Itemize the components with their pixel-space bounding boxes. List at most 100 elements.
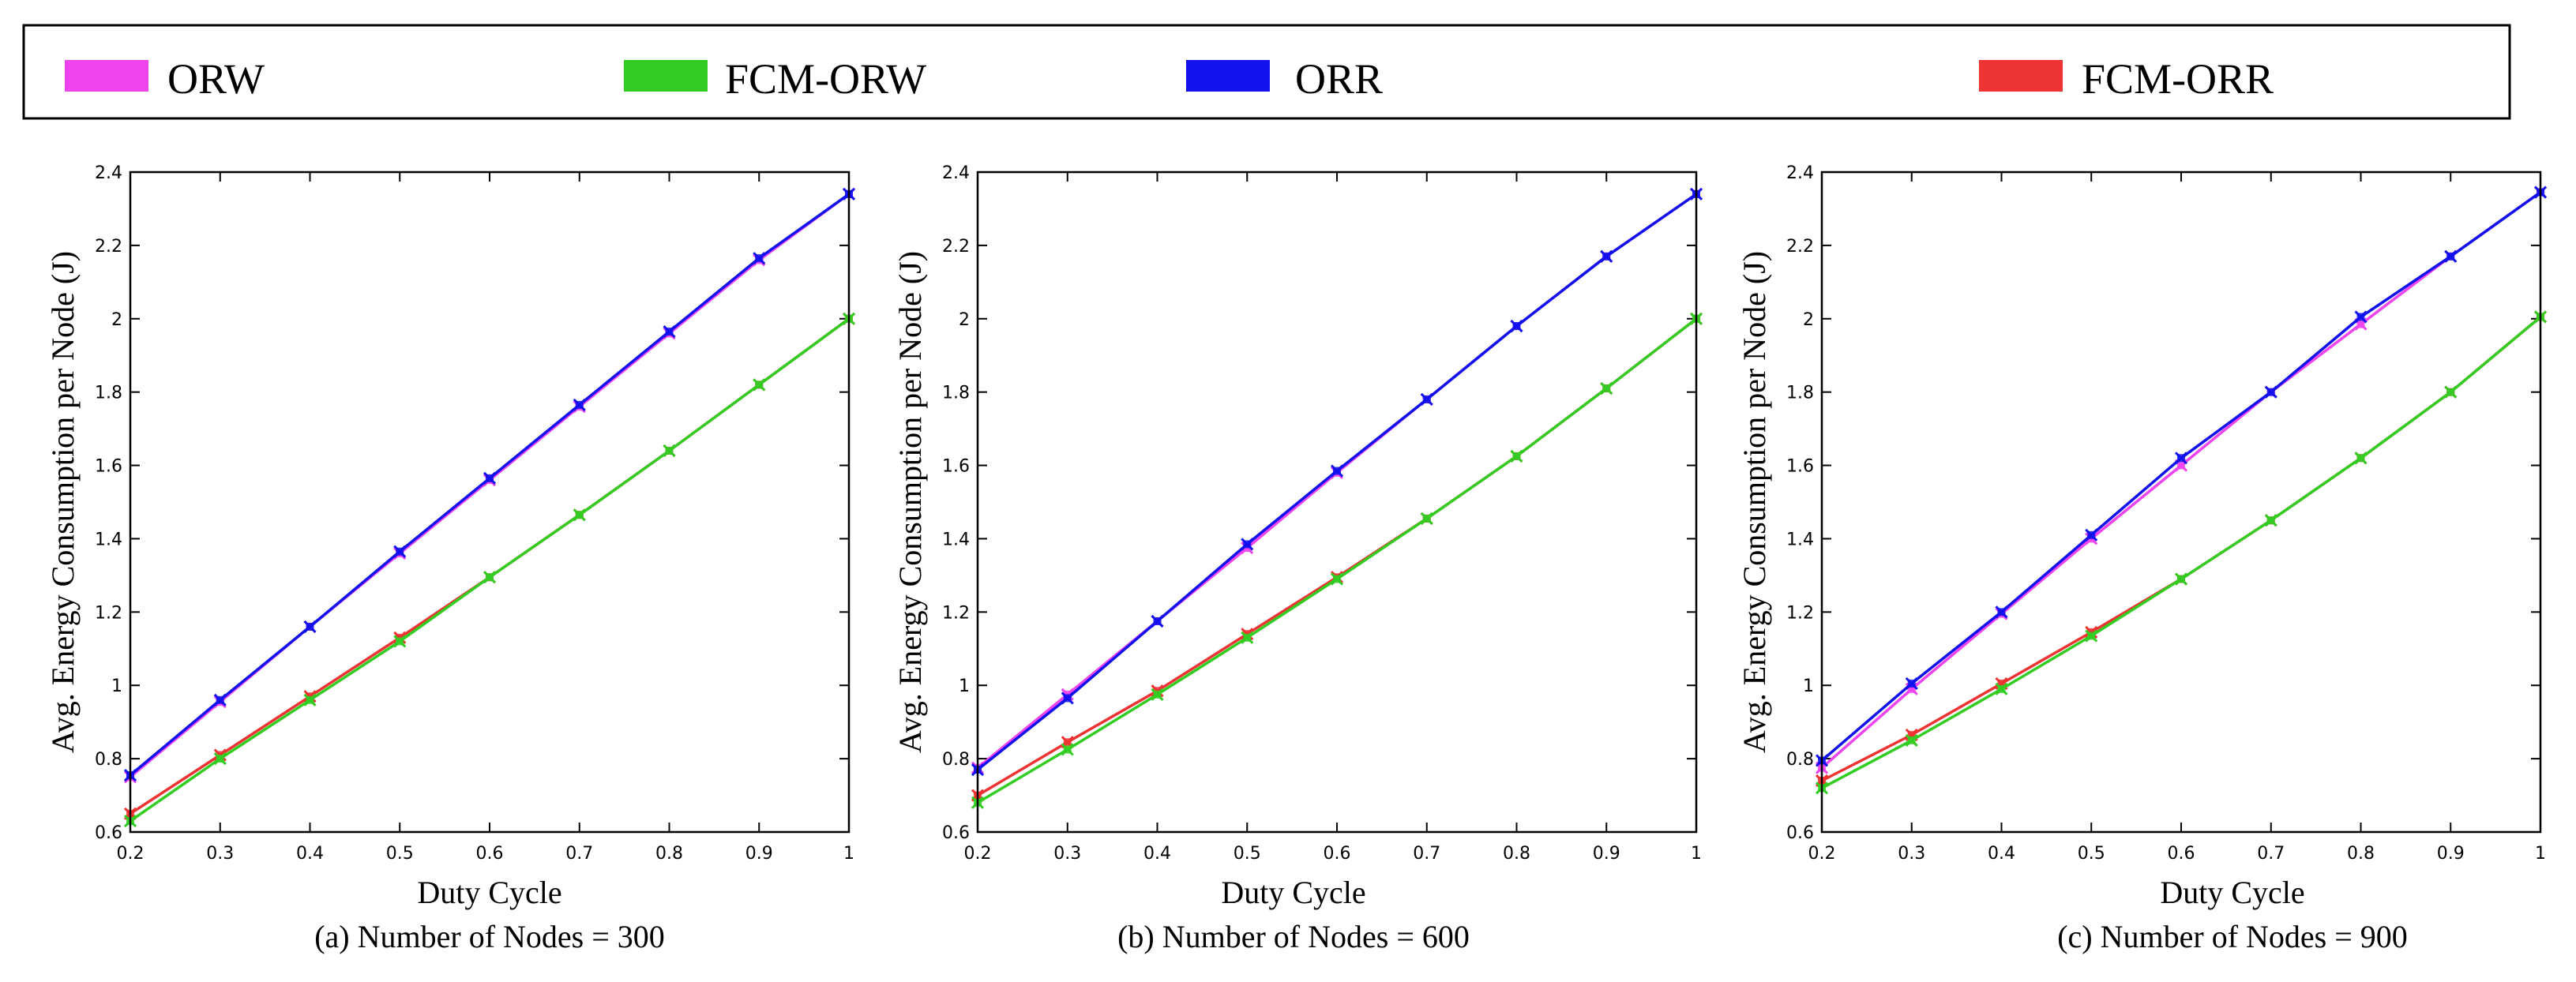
chart-c-x-tick-label: 1 xyxy=(2535,844,2546,864)
chart-c-x-axis-title: Duty Cycle xyxy=(2160,875,2304,910)
chart-c-point-orr xyxy=(2264,385,2277,399)
chart-c-point-fcm-orw xyxy=(1995,682,2008,695)
chart-a-series-line-fcm-orr xyxy=(130,317,851,815)
chart-c-y-tick-label: 1 xyxy=(1803,677,1814,696)
chart-a-y-tick-label: 1 xyxy=(111,677,122,696)
chart-b-series-line-fcm-orw xyxy=(977,317,1698,804)
chart-a-y-axis-title: Avg. Energy Consumption per Node (J) xyxy=(45,251,81,753)
legend-swatch-orw xyxy=(65,60,148,92)
chart-b-x-tick-label: 0.6 xyxy=(1324,844,1351,864)
chart-c-point-fcm-orw xyxy=(2264,514,2277,527)
chart-b-y-tick-label: 0.8 xyxy=(942,750,970,770)
chart-b-y-tick-label: 1.8 xyxy=(942,384,970,403)
chart-a-x-tick-label: 0.7 xyxy=(565,844,593,864)
chart-b-point-orr xyxy=(1600,249,1613,263)
chart-a-y-tick-label: 2.2 xyxy=(95,237,122,257)
chart-a-x-tick-label: 0.2 xyxy=(117,844,145,864)
chart-b-x-tick-label: 0.8 xyxy=(1503,844,1530,864)
legend-label-orw: ORW xyxy=(167,55,265,103)
chart-a-point-fcm-orw xyxy=(753,378,766,392)
chart-b-point-fcm-orw xyxy=(1510,449,1523,463)
chart-c-point-orr xyxy=(1995,605,2008,619)
chart-a-y-tick-label: 2 xyxy=(111,310,122,330)
chart-b-y-tick-label: 2 xyxy=(959,310,970,330)
chart-b-point-orr xyxy=(1330,464,1344,478)
chart-a-point-orr xyxy=(213,693,227,707)
chart-b-point-fcm-orw xyxy=(1330,572,1344,586)
chart-b-caption: (b) Number of Nodes = 600 xyxy=(1117,919,1470,954)
chart-c-x-tick-label: 0.6 xyxy=(2168,844,2195,864)
chart-b-point-orr xyxy=(1420,392,1433,407)
chart-a-point-orr xyxy=(663,324,676,339)
chart-a-x-tick-label: 0.5 xyxy=(386,844,414,864)
chart-b-x-tick-label: 0.9 xyxy=(1593,844,1620,864)
chart-b-x-tick-label: 0.4 xyxy=(1143,844,1171,864)
legend-swatch-orr xyxy=(1186,60,1270,92)
chart-c-y-tick-label: 2.2 xyxy=(1786,237,1814,257)
chart-a-ticks: 0.2 0.3 0.4 0.5 0.6 0.7 0.8 0.9 1 0.6 0.8 1 1.2 1.4 1.… xyxy=(95,163,854,864)
chart-c-y-tick-label: 2.4 xyxy=(1786,163,1814,183)
chart-b-point-orr xyxy=(1151,614,1164,628)
chart-b-point-fcm-orw xyxy=(1420,512,1433,525)
legend: ORW FCM-ORW ORR FCM-ORR xyxy=(22,24,2511,120)
chart-c-point-orr xyxy=(2354,310,2368,324)
legend-label-fcm-orw: FCM-ORW xyxy=(725,55,926,103)
chart-c-ticks: 0.2 0.3 0.4 0.5 0.6 0.7 0.8 0.9 1 0.6 0.8 1 1.2 1.4 1.… xyxy=(1786,163,2546,864)
chart-a-x-axis-title: Duty Cycle xyxy=(417,875,561,910)
chart-b-point-orr xyxy=(1061,692,1074,705)
chart-c-x-tick-label: 0.5 xyxy=(2078,844,2105,864)
chart-c-caption: (c) Number of Nodes = 900 xyxy=(2057,919,2408,954)
chart-a-y-tick-label: 0.8 xyxy=(95,750,122,770)
chart-b-point-fcm-orw xyxy=(1600,381,1613,395)
chart-a-point-orr xyxy=(393,545,407,558)
chart-c-y-tick-label: 1.2 xyxy=(1786,603,1814,623)
chart-c-point-fcm-orw xyxy=(2174,572,2188,586)
chart-b-y-tick-label: 2.2 xyxy=(942,237,970,257)
chart-a-x-tick-label: 0.8 xyxy=(655,844,683,864)
chart-b-y-tick-label: 0.6 xyxy=(942,823,970,843)
chart-b-y-tick-label: 2.4 xyxy=(942,163,970,183)
chart-a-series-line-orw xyxy=(129,193,851,778)
chart-a-x-tick-label: 0.6 xyxy=(476,844,504,864)
chart-c-x-tick-label: 0.4 xyxy=(1988,844,2015,864)
chart-a-point-orr xyxy=(573,398,586,411)
chart-c-point-orr xyxy=(1905,677,1918,690)
chart-c-series-line-fcm-orw xyxy=(1821,316,2542,789)
chart-c-y-tick-label: 1.8 xyxy=(1786,384,1814,403)
chart-b-point-fcm-orw xyxy=(1241,631,1254,644)
chart-panel-c: 0.2 0.3 0.4 0.5 0.6 0.7 0.8 0.9 1 0.6 0.8 1 1.2 1.4 1.… xyxy=(1737,163,2548,954)
chart-c-point-orr xyxy=(2444,249,2458,263)
chart-a-y-tick-label: 1.2 xyxy=(95,603,122,623)
chart-b-series-line-orr xyxy=(976,193,1697,771)
chart-b-y-axis-title: Avg. Energy Consumption per Node (J) xyxy=(892,251,928,753)
chart-b-y-tick-label: 1 xyxy=(959,677,970,696)
chart-b-point-fcm-orw xyxy=(1061,743,1074,756)
chart-c-x-tick-label: 0.8 xyxy=(2347,844,2375,864)
chart-b-y-tick-label: 1.6 xyxy=(942,457,970,477)
legend-swatch-fcm-orr xyxy=(1979,60,2063,92)
chart-a-point-orr xyxy=(753,252,766,265)
chart-a-point-fcm-orw xyxy=(213,752,227,766)
chart-c-point-orr xyxy=(2085,528,2098,542)
chart-b-point-orr xyxy=(1241,538,1254,551)
chart-b-series-line-fcm-orr xyxy=(977,317,1698,797)
chart-a-series xyxy=(123,187,856,828)
chart-b-x-tick-label: 0.7 xyxy=(1413,844,1440,864)
chart-panel-b: 0.2 0.3 0.4 0.5 0.6 0.7 0.8 0.9 1 0.6 0.8 1 1.2 1.4 1.… xyxy=(892,163,1703,954)
chart-b-x-tick-label: 0.5 xyxy=(1234,844,1261,864)
chart-c-y-tick-label: 1.4 xyxy=(1786,530,1814,549)
chart-b-ticks: 0.2 0.3 0.4 0.5 0.6 0.7 0.8 0.9 1 0.6 0.8 1 1.2 1.4 1.… xyxy=(942,163,1702,864)
chart-b-x-tick-label: 0.2 xyxy=(964,844,992,864)
chart-a-point-fcm-orw xyxy=(663,444,676,458)
chart-c-series-line-orw xyxy=(1820,191,2542,770)
chart-a-point-fcm-orw xyxy=(573,508,586,522)
chart-c-y-axis-title: Avg. Energy Consumption per Node (J) xyxy=(1737,251,1772,753)
chart-b-x-tick-label: 1 xyxy=(1691,844,1702,864)
chart-c-plot-frame xyxy=(1820,171,2542,834)
chart-c-x-tick-label: 0.3 xyxy=(1898,844,1925,864)
chart-c-series xyxy=(1815,186,2548,795)
chart-c-x-tick-label: 0.2 xyxy=(1808,844,1836,864)
chart-a-point-fcm-orw xyxy=(483,571,497,584)
chart-a-y-tick-label: 0.6 xyxy=(95,823,122,843)
chart-a-x-tick-label: 0.3 xyxy=(206,844,234,864)
